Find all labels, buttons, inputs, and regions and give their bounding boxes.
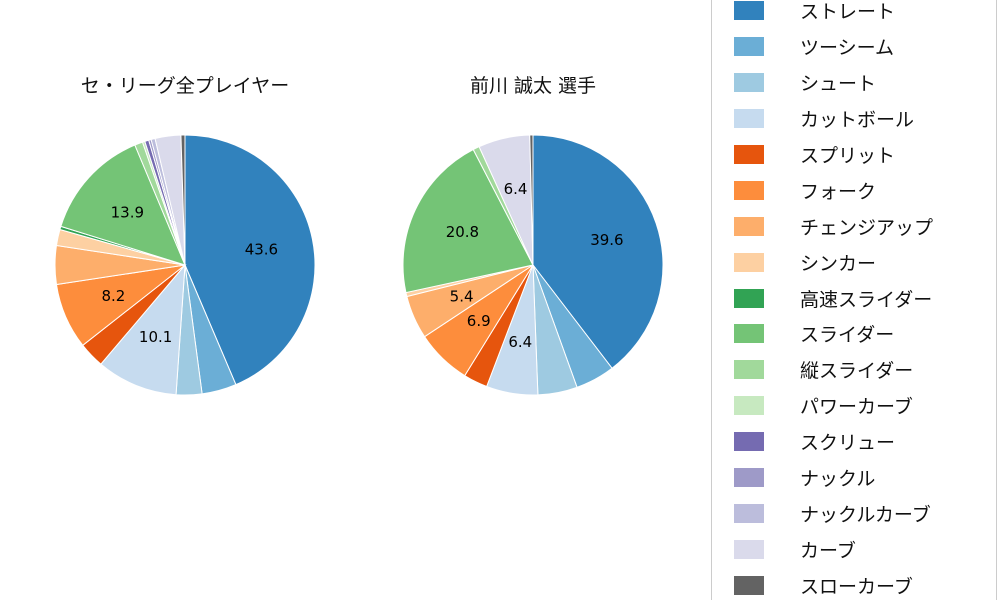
pie-slice <box>529 134 534 266</box>
legend-color-swatch <box>734 432 764 452</box>
legend-item-label: スライダー <box>800 324 895 347</box>
legend-color-swatch <box>734 180 764 200</box>
legend-item: フォーク <box>712 172 996 208</box>
legend-color-swatch <box>734 1 764 21</box>
legend-item-label: シンカー <box>800 252 877 275</box>
pie-slice <box>402 148 534 294</box>
percent-label: 39.6 <box>590 231 623 249</box>
legend-item-label: カットボール <box>800 109 915 132</box>
legend-item-label: 高速スライダー <box>800 288 933 311</box>
percent-label: 6.4 <box>508 333 532 351</box>
percent-label: 20.8 <box>446 223 479 241</box>
legend-color-swatch <box>734 37 764 57</box>
legend-item-label: ナックル <box>800 468 876 491</box>
legend-item: スライダー <box>712 316 996 352</box>
percent-label: 10.1 <box>139 328 172 346</box>
legend-item: 高速スライダー <box>712 280 996 316</box>
percent-label: 43.6 <box>245 240 278 258</box>
legend-color-swatch <box>734 216 764 236</box>
legend-color-swatch <box>734 145 764 164</box>
legend-item: シンカー <box>712 244 996 280</box>
legend-item-label: チェンジアップ <box>800 216 934 239</box>
legend-item: カーブ <box>712 531 996 567</box>
legend-item-label: スローカーブ <box>800 575 913 598</box>
legend-item: カットボール <box>712 101 996 137</box>
legend-item: シュート <box>712 65 996 101</box>
legend-color-swatch <box>734 396 764 416</box>
legend-color-swatch <box>734 503 764 523</box>
percent-label: 6.4 <box>504 180 528 198</box>
chart-title-left: セ・リーグ全プレイヤー <box>80 75 290 97</box>
legend-item: パワーカーブ <box>712 388 996 424</box>
legend-item: スプリット <box>712 137 996 173</box>
legend-item: 縦スライダー <box>712 352 996 388</box>
legend-color-swatch <box>734 109 764 129</box>
pie-chart-player-maekawa: 39.6 6.4 6.9 5.4 20.8 6.4 <box>402 134 664 396</box>
pie-slice <box>180 134 186 266</box>
percent-label: 13.9 <box>111 204 144 222</box>
legend-color-swatch <box>734 252 764 272</box>
legend-item-label: スプリット <box>800 145 896 167</box>
legend-item: ナックル <box>712 460 996 496</box>
legend-item-label: ナックルカーブ <box>800 503 931 526</box>
legend-color-swatch <box>734 73 764 93</box>
legend-item: チェンジアップ <box>712 208 996 244</box>
pie-slice <box>532 134 664 369</box>
legend-color-swatch <box>734 468 764 488</box>
legend-item-label: ストレート <box>800 1 896 24</box>
legend-color-swatch <box>734 288 764 308</box>
pie-chart-league-all-players: 43.6 10.1 8.2 13.9 <box>54 134 316 396</box>
pitch-type-legend: ストレートツーシームシュートカットボール スプリットフォークチェンジアップ シンカー… <box>711 0 997 600</box>
legend-color-swatch <box>734 539 764 559</box>
pie-slice <box>100 263 186 396</box>
legend-item: ストレート <box>712 0 996 29</box>
legend-item-label: カーブ <box>800 539 856 562</box>
legend-item: スローカーブ <box>712 567 996 600</box>
legend-item-label: パワーカーブ <box>800 396 913 419</box>
legend-color-swatch <box>734 575 764 595</box>
legend-item-label: フォーク <box>800 180 877 203</box>
legend-color-swatch <box>734 324 764 344</box>
pie-slice <box>184 134 316 386</box>
percent-label: 6.9 <box>467 312 491 330</box>
legend-color-swatch <box>734 360 764 380</box>
legend-item-label: ツーシーム <box>800 37 895 60</box>
legend-item-label: 縦スライダー <box>800 360 914 383</box>
pie-slice <box>60 144 186 266</box>
legend-item-label: シュート <box>800 73 877 96</box>
legend-item: ツーシーム <box>712 29 996 65</box>
percent-label: 8.2 <box>101 287 125 305</box>
legend-item-label: スクリュー <box>800 432 896 455</box>
legend-item: スクリュー <box>712 424 996 460</box>
legend-item: ナックルカーブ <box>712 495 996 531</box>
percent-label: 5.4 <box>450 287 474 305</box>
chart-title-right: 前川 誠太 選手 <box>469 75 597 97</box>
